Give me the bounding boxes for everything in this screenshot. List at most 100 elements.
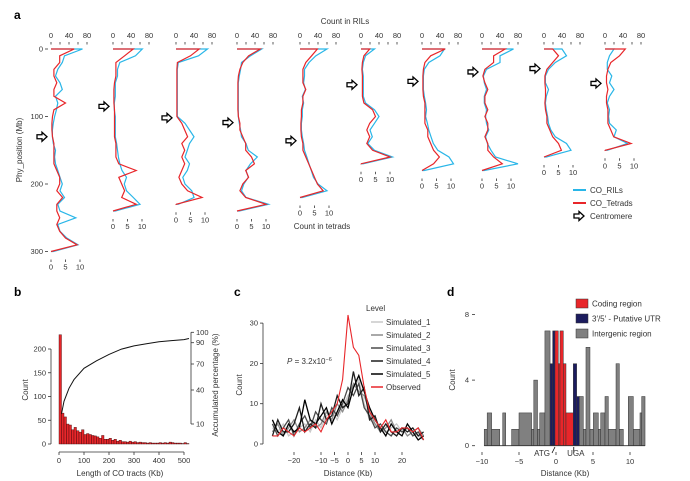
centromere-arrow-icon — [36, 130, 48, 143]
bottom-tick-label: 0 — [111, 222, 115, 231]
legend-label: Simulated_2 — [386, 331, 431, 340]
histogram-bar — [141, 442, 145, 445]
top-tick-label: 0 — [542, 31, 546, 40]
tetrad-line — [299, 48, 325, 199]
top-tick-label: 80 — [576, 31, 584, 40]
histogram-bar — [116, 440, 120, 445]
bar-intergenic — [604, 396, 609, 446]
x-tick-label: 500 — [178, 456, 191, 465]
y-tick-label: 150 — [33, 368, 46, 377]
legend-a: CO_RILs CO_Tetrads Centromere — [573, 186, 633, 222]
y-axis-label: Count — [21, 379, 30, 401]
histogram-bar — [61, 412, 65, 445]
top-tick-label: 0 — [111, 31, 115, 40]
legend-swatch-coding — [575, 298, 589, 309]
histogram-bar — [136, 442, 140, 445]
chromosome-6: 0 40 80 0 5 10 — [346, 31, 401, 184]
histogram-bar — [101, 435, 105, 445]
bar-intergenic — [539, 412, 546, 446]
histogram-bar — [113, 439, 117, 445]
chromosome-10: 0 40 80 0 5 10 — [590, 31, 645, 170]
bottom-tick-label: 0 — [480, 182, 484, 191]
panel-b-histogram: Length of CO tracts (Kb) Count Accumulat… — [21, 328, 220, 478]
chromosome-5: 0 40 80 0 5 10 — [285, 31, 340, 218]
bottom-tick-label: 0 — [542, 168, 546, 177]
y-tick-label: 0 — [465, 441, 469, 450]
legend-label: Observed — [386, 383, 421, 392]
x-tick-label: −10 — [476, 457, 489, 466]
top-tick-label: 0 — [49, 31, 53, 40]
legend-label: Simulated_4 — [386, 357, 431, 366]
histogram-bar — [111, 440, 115, 445]
histogram-bar — [163, 442, 167, 445]
centromere-arrow-icon — [346, 78, 358, 91]
chromosome-7: 0 40 80 0 5 10 — [407, 31, 462, 191]
histogram-bar — [146, 442, 150, 445]
bottom-tick-label: 0 — [420, 182, 424, 191]
top-tick-label: 40 — [558, 31, 566, 40]
histogram-bar — [143, 442, 147, 445]
bar-intergenic — [511, 429, 520, 446]
bar-intergenic — [486, 412, 492, 446]
histogram-bar — [91, 435, 95, 445]
tetrad-line — [50, 48, 79, 253]
centromere-arrow-icon — [407, 75, 419, 88]
top-tick-label: 40 — [496, 31, 504, 40]
histogram-bar — [66, 423, 70, 445]
top-tick-label: 0 — [359, 31, 363, 40]
histogram-bar — [138, 441, 142, 445]
bar-coding — [558, 363, 561, 446]
ril-line — [51, 48, 83, 253]
top-tick-label: 80 — [269, 31, 277, 40]
bottom-tick-label: 5 — [249, 222, 253, 231]
y-tick-label: 200 — [33, 345, 46, 354]
tetrad-line — [175, 48, 204, 206]
x-tick-label: 5 — [591, 457, 595, 466]
bottom-tick-label: 0 — [174, 215, 178, 224]
bar-intergenic — [537, 429, 540, 446]
y-tick-label: 0 — [42, 440, 46, 449]
chromosome-9: 0 40 80 0 5 10 — [529, 31, 584, 177]
histogram-bar — [118, 440, 122, 445]
top-tick-label: 0 — [174, 31, 178, 40]
ril-line — [237, 48, 271, 212]
centromere-arrow-icon — [222, 116, 234, 129]
bar-intergenic — [598, 429, 601, 446]
bar-intergenic — [600, 412, 606, 446]
histogram-bar — [76, 430, 80, 445]
top-tick-label: 0 — [235, 31, 239, 40]
bottom-tick-label: 5 — [373, 175, 377, 184]
y2-tick-label: 40 — [196, 386, 204, 395]
bar-coding — [563, 363, 567, 446]
panel-label-a: a — [14, 8, 21, 22]
histogram-bar — [63, 416, 67, 445]
top-tick-label: 80 — [454, 31, 462, 40]
histogram-bar — [68, 424, 72, 445]
legend-label: Simulated_3 — [386, 344, 431, 353]
histogram-bar — [58, 334, 62, 445]
p-value-annotation: P = 3.2x10−6 — [287, 357, 332, 366]
histogram-bar — [126, 441, 130, 445]
centromere-arrow-icon — [590, 77, 602, 90]
histogram-bar — [123, 441, 127, 445]
bar-intergenic — [583, 429, 587, 446]
panel-d-histogram: Distance (Kb) Count 0 4 8 −10 −5 0 5 10 ATG UGA Co… — [448, 298, 661, 478]
bottom-tick-label: 5 — [617, 161, 621, 170]
top-tick-label: 80 — [83, 31, 91, 40]
chromosome-3: 0 40 80 0 5 10 — [161, 31, 216, 224]
x-tick-label: 5 — [359, 456, 363, 465]
top-tick-label: 40 — [65, 31, 73, 40]
ril-line — [544, 48, 572, 158]
histogram-bar — [161, 442, 165, 445]
series-line-simulated_4 — [271, 371, 424, 437]
legend-swatch-utr — [575, 313, 589, 324]
y-tick-label: 300 — [30, 247, 43, 256]
ril-line — [360, 48, 395, 165]
panel-a-chromosome-profiles: Count in RILs Count in tetrads Phy_posit… — [15, 17, 645, 272]
histogram-bar — [108, 438, 112, 445]
ril-line — [482, 48, 519, 172]
bar-intergenic — [483, 429, 488, 446]
y2-tick-label: 10 — [196, 420, 204, 429]
legend-label-centromere: Centromere — [590, 212, 633, 221]
panel-label-c: c — [234, 285, 241, 299]
